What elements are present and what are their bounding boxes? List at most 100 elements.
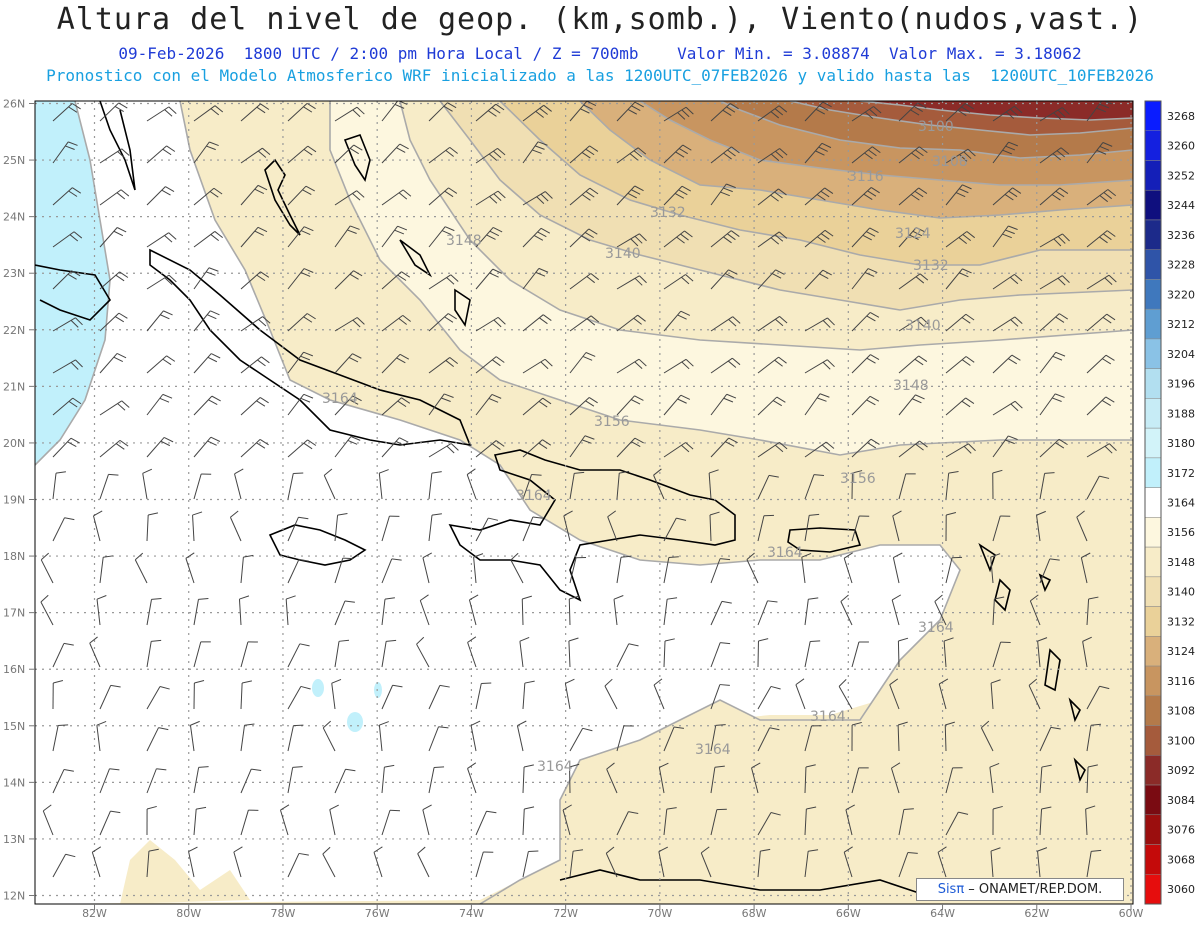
region-southern-tan	[560, 515, 1133, 904]
wind-barb	[522, 358, 553, 374]
wind-barb	[240, 184, 268, 206]
colorbar-swatch	[1144, 457, 1162, 488]
contour-label: 3156	[840, 471, 876, 487]
wind-barb	[746, 552, 759, 584]
colorbar-label: 3228	[1167, 259, 1195, 272]
wind-barb	[99, 271, 129, 290]
wind-barb	[1086, 101, 1112, 122]
wind-barb	[240, 438, 269, 458]
lat-label: 23N	[3, 267, 25, 280]
wind-barb	[840, 594, 853, 626]
wind-barb	[710, 765, 725, 794]
map-subtitle-model: Pronostico con el Modelo Atmosferico WRF…	[46, 66, 1154, 85]
colorbar-swatch	[1144, 576, 1162, 607]
wind-barb	[52, 437, 80, 458]
colorbar-label: 3092	[1167, 764, 1195, 777]
longitude-labels: 82W 80W 78W 76W 74W 72W 70W 68W 66W 64W 62W 60W	[82, 904, 1144, 920]
wind-barb	[193, 766, 209, 794]
colorbar-swatch	[1144, 636, 1162, 667]
wind-barb	[851, 354, 880, 374]
colorbar-label: 3260	[1167, 140, 1195, 153]
wind-barb	[1028, 678, 1041, 710]
shaded-field	[35, 101, 1133, 904]
colorbar-label: 3212	[1167, 318, 1195, 331]
wind-barb	[945, 231, 976, 248]
colorbar-label: 3132	[1167, 615, 1195, 628]
lat-label: 15N	[3, 720, 25, 733]
wind-barb	[569, 228, 598, 248]
wind-barb	[653, 678, 665, 710]
wind-barb	[417, 846, 430, 878]
wind-barb	[287, 472, 304, 500]
wind-barb	[193, 436, 221, 458]
plot-frame	[34, 100, 1134, 905]
wind-barb	[663, 144, 692, 164]
wind-barb	[845, 804, 855, 836]
wind-barb	[1080, 552, 1091, 584]
colorbar-swatch	[1144, 784, 1162, 816]
map-subtitle-time: 09-Feb-2026 1800 UTC / 2:00 pm Hora Loca…	[118, 44, 1082, 63]
colorbar-label: 3076	[1167, 824, 1195, 837]
wind-barb	[287, 724, 304, 752]
wind-barb	[146, 685, 170, 710]
wind-barb	[193, 267, 219, 290]
wind-barb	[334, 639, 350, 668]
lon-label: 80W	[176, 907, 201, 920]
wind-barb	[898, 355, 928, 374]
island-chain-4	[1073, 757, 1086, 783]
wind-barb	[569, 273, 600, 290]
wind-barb	[334, 395, 362, 416]
wind-barb	[569, 352, 596, 374]
wind-barb	[428, 471, 442, 500]
wind-barb	[851, 721, 862, 752]
wind-barb	[240, 680, 252, 710]
wind-barb	[475, 851, 494, 878]
wind-barb	[280, 804, 290, 836]
wind-barb	[522, 439, 552, 458]
wind-barb	[419, 594, 430, 626]
wind-barb	[422, 804, 432, 836]
wind-barb	[804, 142, 832, 164]
wind-barb	[1086, 764, 1098, 794]
wind-barb	[945, 811, 969, 836]
wind-barb	[757, 441, 788, 458]
wind-barb	[146, 436, 174, 458]
wind-barb	[663, 597, 678, 626]
wind-barb	[945, 556, 963, 584]
wind-barb	[616, 395, 644, 416]
wind-barb	[1086, 274, 1117, 290]
jamaica-coast	[268, 524, 367, 566]
wind-barb	[710, 183, 736, 206]
wind-barb	[1039, 726, 1061, 752]
wind-barb	[1039, 233, 1070, 248]
wind-barb	[992, 596, 1005, 626]
wind-barb	[897, 721, 908, 752]
lon-label: 72W	[553, 907, 578, 920]
wind-barb	[990, 679, 1001, 710]
colorbar-label: 3100	[1167, 734, 1195, 747]
contour-label: 3164	[695, 742, 731, 758]
wind-barb	[851, 470, 863, 500]
wind-barb	[562, 804, 572, 836]
colorbar-swatch	[1144, 606, 1162, 637]
wind-barb	[1039, 275, 1070, 290]
wind-barb	[373, 846, 383, 878]
wind-barb	[381, 189, 412, 206]
wind-barb	[751, 762, 761, 794]
wind-barb	[992, 105, 1023, 122]
field-spot	[312, 679, 324, 697]
region-3092	[860, 101, 1133, 120]
wind-barb	[193, 473, 212, 500]
wind-barb	[287, 643, 310, 668]
wind-barb	[99, 810, 121, 836]
island-chain-2	[1044, 648, 1061, 692]
wind-barb	[52, 397, 82, 416]
wind-barb	[99, 768, 120, 794]
contour-label: 3164	[322, 391, 358, 407]
wind-barb	[1086, 685, 1110, 710]
wind-barb	[851, 438, 880, 458]
wind-barb	[757, 514, 774, 542]
wind-barb	[663, 274, 694, 290]
wind-barb	[757, 231, 788, 248]
lon-label: 60W	[1119, 907, 1144, 920]
